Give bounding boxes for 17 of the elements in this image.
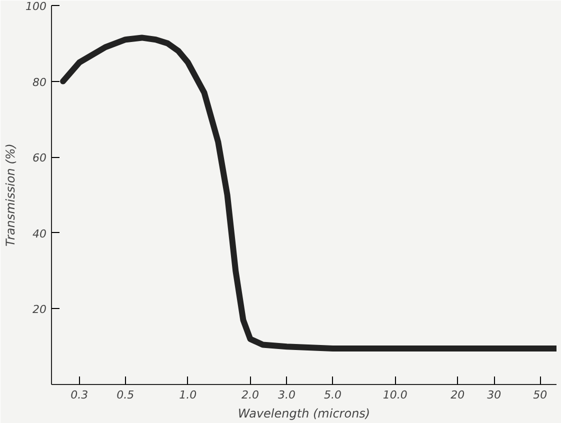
x-tick-label: 20 bbox=[450, 388, 465, 402]
x-tick-label: 3.0 bbox=[278, 388, 296, 402]
y-tick-label: 20 bbox=[32, 303, 47, 316]
y-tick-label: 40 bbox=[32, 227, 47, 240]
y-axis-title: Transmission (%) bbox=[4, 144, 18, 246]
y-tick-label: 100 bbox=[26, 0, 47, 13]
x-tick-label: 1.0 bbox=[179, 388, 197, 402]
x-tick-label: 10.0 bbox=[382, 388, 408, 402]
x-tick-label: 30 bbox=[487, 388, 502, 402]
x-tick-label: 0.5 bbox=[116, 388, 134, 402]
x-tick-label: 0.3 bbox=[70, 388, 88, 402]
x-tick-label: 2.0 bbox=[242, 388, 259, 402]
x-tick-label: 5.0 bbox=[324, 388, 342, 402]
y-tick-label: 80 bbox=[32, 76, 47, 89]
y-tick-label: 60 bbox=[32, 152, 47, 165]
x-axis-title: Wavelength (microns) bbox=[238, 406, 370, 420]
x-tick-label: 50 bbox=[533, 388, 548, 402]
